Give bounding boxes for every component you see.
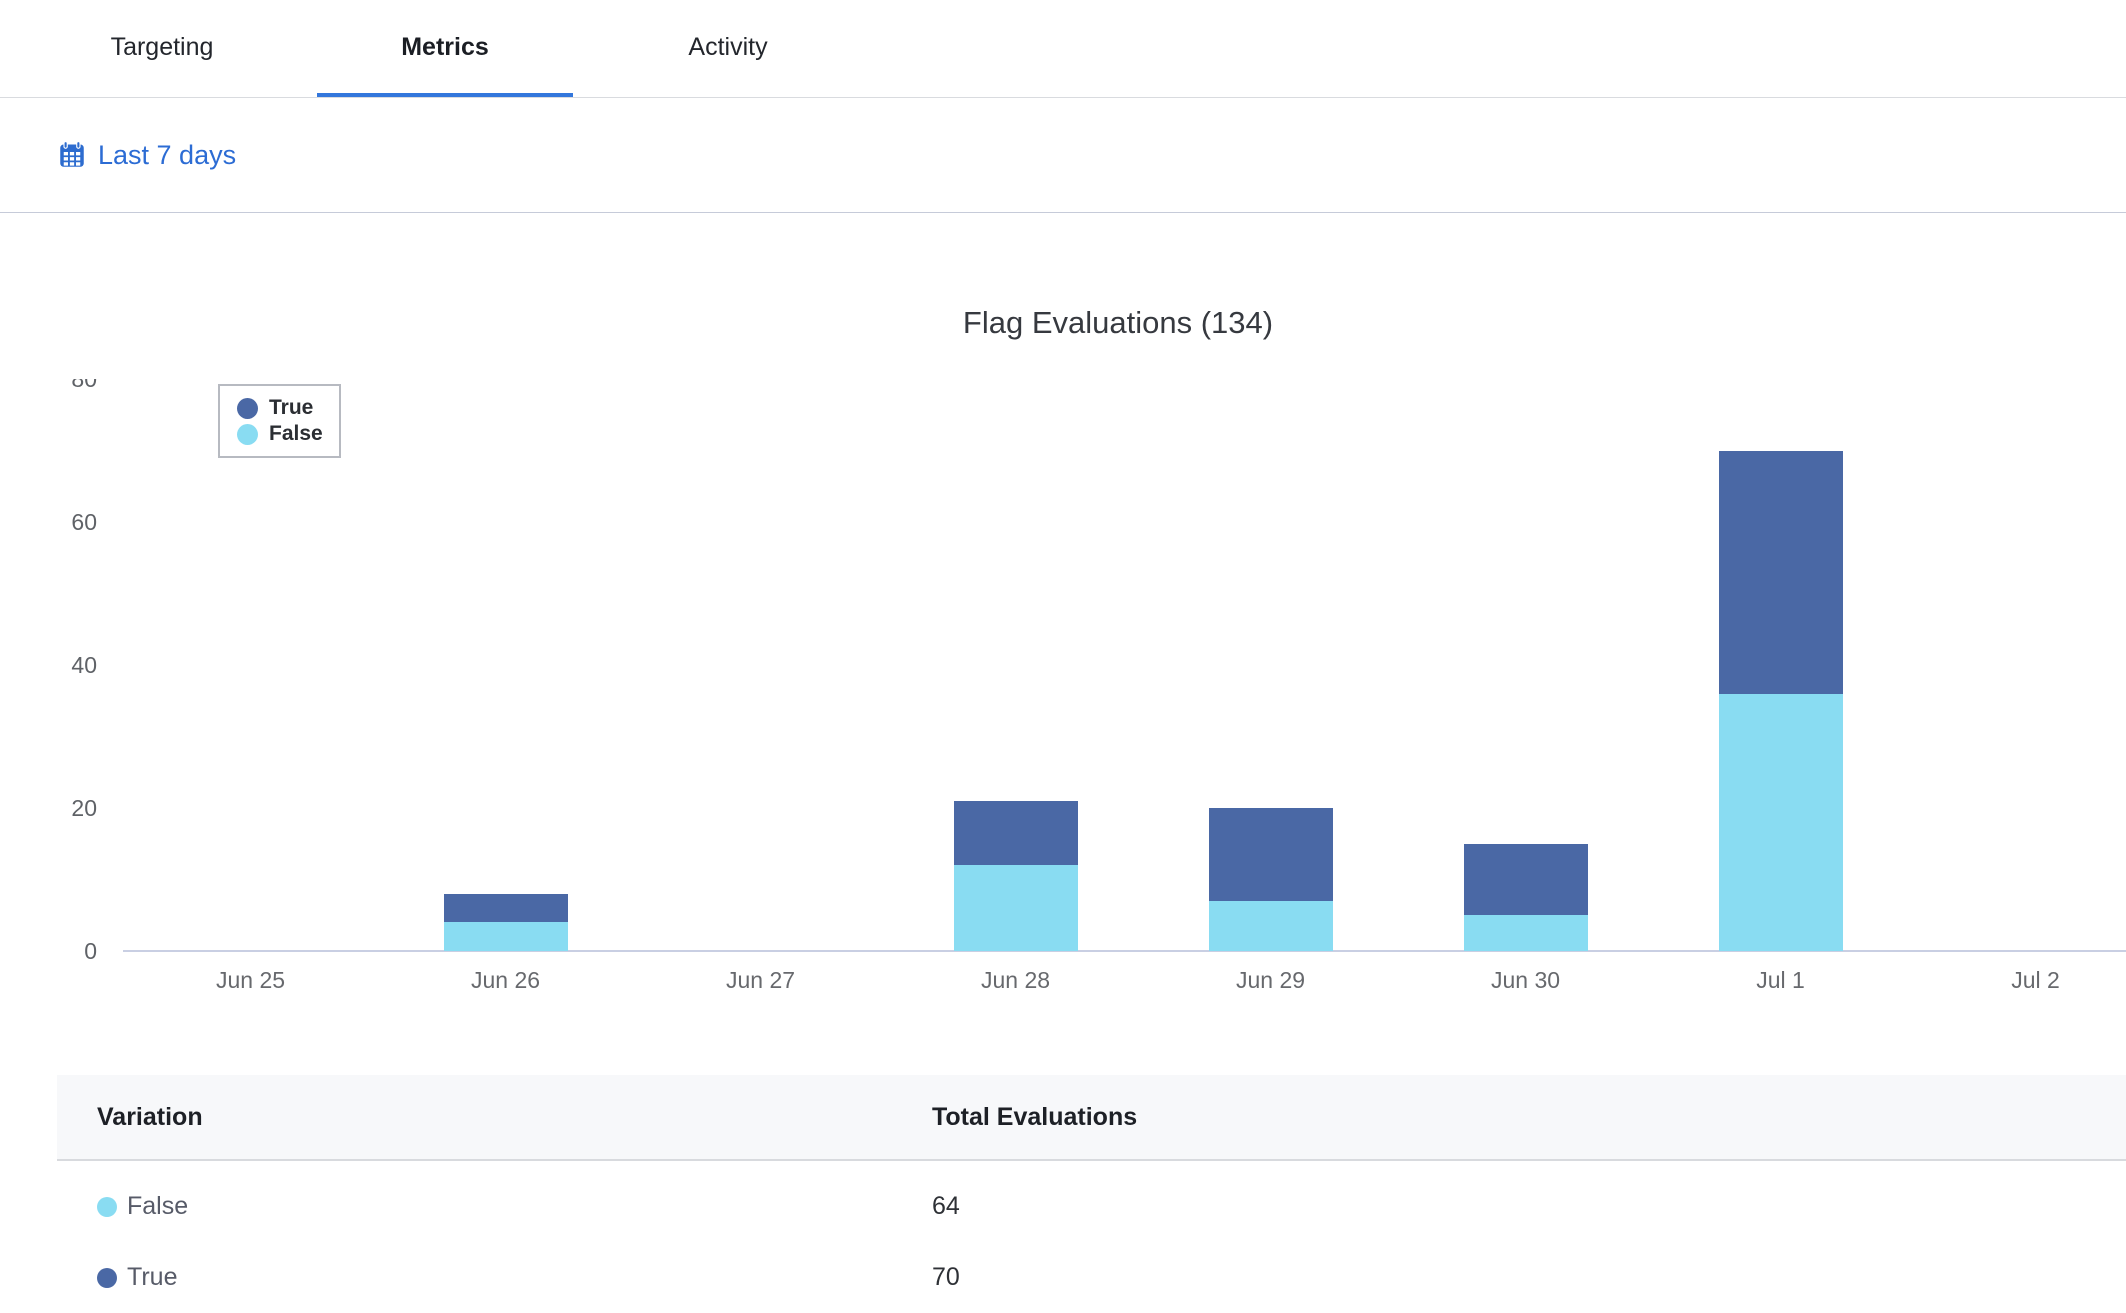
bar-segment-false-jun-28 <box>953 865 1078 951</box>
bar-segment-true-jun-29 <box>1208 808 1333 901</box>
y-axis-tick-label: 0 <box>84 938 97 964</box>
tab-targeting[interactable]: Targeting <box>110 33 214 61</box>
tab-bar: Targeting Metrics Activity <box>0 0 2126 98</box>
legend-item-true: True <box>237 395 323 421</box>
variation-cell: True <box>97 1263 932 1292</box>
variation-name: True <box>127 1263 178 1291</box>
y-axis-tick-label: 20 <box>71 795 97 821</box>
legend-label: False <box>269 422 323 445</box>
total-evaluations-value: 70 <box>932 1263 960 1291</box>
bar-segment-true-jun-26 <box>443 893 568 923</box>
filter-bar: Last 7 days <box>0 98 2126 213</box>
y-axis-tick-label: 80 <box>71 379 97 392</box>
x-axis-tick-label: Jun 26 <box>470 967 541 993</box>
total-evaluations-value: 64 <box>932 1192 960 1220</box>
bar-segment-true-jun-30 <box>1463 843 1588 916</box>
x-axis-tick-label: Jun 25 <box>215 967 286 993</box>
bar-segment-true-jul-1 <box>1718 450 1843 694</box>
x-axis-tick-label: Jun 30 <box>1490 967 1561 993</box>
bar-segment-true-jun-28 <box>953 800 1078 866</box>
column-header-variation: Variation <box>97 1102 203 1131</box>
bar-segment-false-jun-29 <box>1208 900 1333 951</box>
legend-item-false: False <box>237 421 323 447</box>
variation-color-dot <box>97 1196 117 1217</box>
variations-table: Variation Total Evaluations False 64 True 7… <box>57 1075 2126 1313</box>
variation-name: False <box>127 1192 189 1220</box>
bar-segment-false-jul-1 <box>1718 693 1843 951</box>
date-range-label: Last 7 days <box>98 139 237 170</box>
tab-metrics[interactable]: Metrics <box>317 0 573 97</box>
y-axis-tick-label: 40 <box>71 652 97 678</box>
y-axis-tick-label: 60 <box>71 509 97 535</box>
column-header-total-evaluations: Total Evaluations <box>932 1102 1138 1131</box>
variation-color-dot <box>97 1267 117 1288</box>
legend-swatch-true <box>237 397 258 419</box>
legend-label: True <box>269 396 314 419</box>
date-range-picker[interactable]: Last 7 days <box>57 140 236 171</box>
table-row-true: True 70 <box>57 1242 2126 1313</box>
table-header-row: Variation Total Evaluations <box>57 1075 2126 1161</box>
variation-cell: False <box>97 1192 932 1221</box>
table-body: False 64 True 70 <box>57 1161 2126 1313</box>
x-axis-tick-label: Jul 2 <box>2011 967 2060 993</box>
table-row-false: False 64 <box>57 1171 2126 1242</box>
plot-area: True False 0 20 40 60 80 Jun 25 Jun 26 Jun 27 Jun… <box>0 379 2126 1009</box>
x-axis-line <box>123 950 2126 952</box>
bar-segment-false-jun-26 <box>443 922 568 951</box>
chart-title: Flag Evaluations (134) <box>962 305 1274 340</box>
calendar-icon <box>57 140 87 170</box>
x-axis-tick-label: Jul 1 <box>1756 967 1805 993</box>
x-axis-tick-label: Jun 28 <box>980 967 1051 993</box>
chart-legend: True False <box>218 384 341 458</box>
tab-activity[interactable]: Activity <box>688 33 768 61</box>
bar-segment-false-jun-30 <box>1463 915 1588 951</box>
x-axis-tick-label: Jun 27 <box>725 967 796 993</box>
x-axis-tick-label: Jun 29 <box>1235 967 1306 993</box>
legend-swatch-false <box>237 423 258 445</box>
